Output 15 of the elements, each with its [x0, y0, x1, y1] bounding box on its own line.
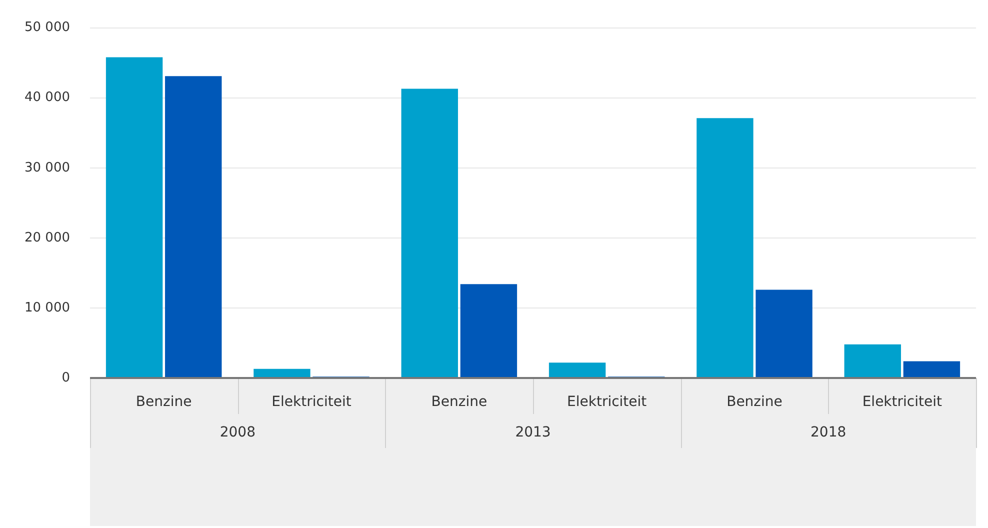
x-tick-label: Elektriciteit	[862, 394, 942, 410]
x-tick-label: Elektriciteit	[272, 394, 352, 410]
x-tick-label: Benzine	[136, 394, 192, 410]
x-tick-label: Elektriciteit	[566, 394, 648, 410]
x-tick-label: Benzine	[431, 394, 488, 410]
y-tick-label: 0	[62, 370, 70, 386]
text: 2008	[220, 424, 256, 441]
y-tick-label: 50 000	[24, 20, 70, 36]
y-tick-label: 40 000	[24, 90, 70, 106]
text: 2018	[810, 424, 846, 441]
y-tick-label: 10 000	[24, 300, 70, 316]
y-tick-label: 20 000	[24, 230, 70, 246]
x-tick-label: Benzine	[726, 394, 782, 410]
text: 2013	[515, 424, 551, 441]
y-tick-label: 30 000	[24, 160, 70, 176]
